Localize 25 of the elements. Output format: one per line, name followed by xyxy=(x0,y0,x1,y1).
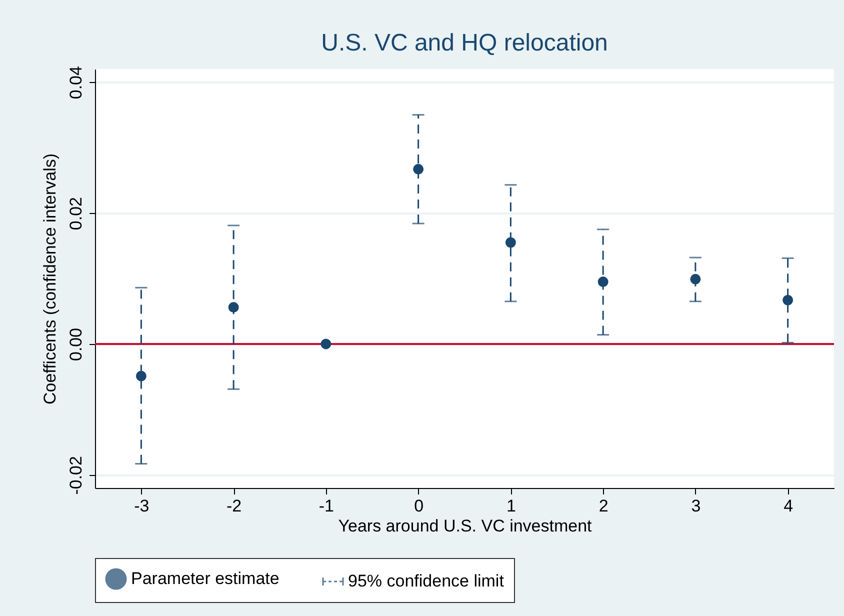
point xyxy=(598,276,608,288)
point xyxy=(690,274,701,284)
x-tick-label: -2 xyxy=(226,496,242,516)
point xyxy=(136,370,146,382)
point xyxy=(413,164,424,174)
y-tick-label: 0.00 xyxy=(66,328,86,362)
legend-label: Parameter estimate xyxy=(131,569,280,588)
y-tick-label: 0.02 xyxy=(66,196,86,230)
x-tick-label: 4 xyxy=(784,496,794,516)
x-tick-label: 2 xyxy=(598,496,608,516)
x-tick-label: 1 xyxy=(506,496,516,516)
point xyxy=(320,338,332,350)
y-tick-label: -0.02 xyxy=(66,456,86,495)
x-tick-label: -1 xyxy=(318,496,334,516)
x-axis-title: Years around U.S. VC investment xyxy=(338,516,592,536)
text: 95% confidence limit xyxy=(348,572,504,590)
x-tick-label: -3 xyxy=(134,496,150,516)
point xyxy=(782,294,794,306)
point xyxy=(505,237,516,248)
chart-title: U.S. VC and HQ relocation xyxy=(321,30,608,57)
y-tick-label: 0.04 xyxy=(66,66,86,100)
point xyxy=(228,302,239,313)
y-axis-title: Coefficents (confidence intervals) xyxy=(40,153,60,405)
x-tick-label: 3 xyxy=(691,496,701,516)
x-tick-label: 0 xyxy=(414,496,424,516)
